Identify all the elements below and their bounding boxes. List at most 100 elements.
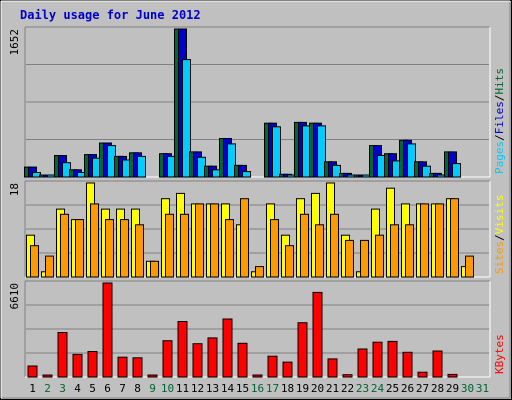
x-tick-label-day-7: 7 xyxy=(119,382,126,395)
hits-ymax-label: 1652 xyxy=(8,29,21,56)
legend-entry: Hits xyxy=(493,68,506,95)
kbytes-bar-kbytes-day-5 xyxy=(87,351,98,378)
x-tick-label-day-24: 24 xyxy=(371,382,385,395)
visits-bar-sites-day-5 xyxy=(90,203,99,278)
kbytes-bar-kbytes-day-3 xyxy=(57,332,68,378)
x-tick-label-day-30: 30 xyxy=(461,382,474,395)
legend-entry: Visits xyxy=(493,195,506,235)
legend-entry: Pages xyxy=(493,141,506,174)
x-tick-label-day-9: 9 xyxy=(149,382,156,395)
x-tick-label-day-5: 5 xyxy=(89,382,96,395)
kbytes-bar-kbytes-day-10 xyxy=(162,340,173,378)
visits-ymax-label: 18 xyxy=(8,183,21,196)
x-tick-label-day-12: 12 xyxy=(191,382,204,395)
hits-bar-pages-day-17 xyxy=(272,126,281,178)
legend-entry: KBytes xyxy=(493,334,506,374)
visits-bar-sites-day-17 xyxy=(270,219,279,278)
kbytes-bar-kbytes-day-8 xyxy=(132,357,143,378)
visits-bar-sites-day-15 xyxy=(240,198,249,278)
kbytes-bar-kbytes-day-20 xyxy=(312,291,323,378)
visits-bar-sites-day-27 xyxy=(420,203,429,278)
visits-bar-sites-day-2 xyxy=(45,255,54,278)
visits-bar-sites-day-22 xyxy=(345,239,354,278)
visits-panel: 18 Sites/Visits xyxy=(8,180,506,278)
x-tick-label-day-25: 25 xyxy=(386,382,399,395)
visits-bar-sites-day-9 xyxy=(150,260,159,278)
kbytes-bar-kbytes-day-17 xyxy=(267,355,278,378)
legend-entry: Files xyxy=(493,101,506,134)
x-tick-label-day-28: 28 xyxy=(431,382,444,395)
kbytes-bar-kbytes-day-4 xyxy=(72,353,83,378)
kbytes-bar-kbytes-day-23 xyxy=(357,348,368,378)
x-tick-label-day-20: 20 xyxy=(311,382,324,395)
chart-title: Daily usage for June 2012 xyxy=(20,8,201,22)
kbytes-bar-kbytes-day-13 xyxy=(207,337,218,378)
visits-bar-sites-day-20 xyxy=(315,224,324,278)
legend-entry: / xyxy=(493,95,506,102)
x-tick-label-day-4: 4 xyxy=(74,382,81,395)
visits-legend: Sites/Visits xyxy=(493,195,506,275)
kbytes-bar-kbytes-day-15 xyxy=(237,342,248,378)
x-tick-label-day-11: 11 xyxy=(176,382,189,395)
x-axis-labels: 1 2 3 4 5 6 7 8 9 10 11 12 13 14 15 16 17 18 19 20 21 22 23 24 2… xyxy=(29,382,489,395)
x-tick-label-day-27: 27 xyxy=(416,382,429,395)
legend-entry: Sites xyxy=(493,241,506,274)
x-tick-label-day-14: 14 xyxy=(221,382,235,395)
x-tick-label-day-23: 23 xyxy=(356,382,369,395)
kbytes-bar-kbytes-day-27 xyxy=(417,371,428,378)
kbytes-bar-kbytes-day-29 xyxy=(447,373,458,378)
hits-bar-pages-day-15 xyxy=(242,171,251,178)
kbytes-bar-kbytes-day-1 xyxy=(27,365,38,378)
kbytes-bar-kbytes-day-25 xyxy=(387,340,398,378)
visits-bar-sites-day-11 xyxy=(180,213,189,278)
x-tick-label-day-22: 22 xyxy=(341,382,354,395)
visits-bar-sites-day-4 xyxy=(75,219,84,278)
x-tick-label-day-6: 6 xyxy=(104,382,111,395)
kbytes-bar-kbytes-day-18 xyxy=(282,361,293,378)
x-tick-label-day-1: 1 xyxy=(29,382,36,395)
hits-bar-pages-day-27 xyxy=(422,165,431,178)
hits-bar-pages-day-29 xyxy=(452,163,461,178)
visits-bar-sites-day-19 xyxy=(300,213,309,278)
visits-bar-sites-day-7 xyxy=(120,219,129,278)
hits-bar-pages-day-8 xyxy=(137,155,146,178)
x-tick-label-day-29: 29 xyxy=(446,382,459,395)
visits-bar-sites-day-13 xyxy=(210,203,219,278)
x-tick-label-day-16: 16 xyxy=(251,382,264,395)
hits-bar-pages-day-26 xyxy=(407,143,416,178)
legend-entry: / xyxy=(493,234,506,241)
kbytes-ymax-label: 6610 xyxy=(8,283,21,310)
kbytes-bar-kbytes-day-21 xyxy=(327,358,338,378)
kbytes-bar-kbytes-day-6 xyxy=(102,282,113,378)
visits-bar-sites-day-24 xyxy=(375,234,384,278)
visits-bar-sites-day-8 xyxy=(135,224,144,278)
chart-panels: 1652Pages/Files/Hits18Sites/Visits6610KB… xyxy=(8,26,506,378)
visits-bar-sites-day-16 xyxy=(255,266,264,278)
kbytes-bar-kbytes-day-26 xyxy=(402,351,413,378)
kbytes-bar-kbytes-day-11 xyxy=(177,321,188,378)
kbytes-bar-kbytes-day-19 xyxy=(297,322,308,378)
hits-bar-pages-day-14 xyxy=(227,143,236,178)
visits-bar-sites-day-6 xyxy=(105,219,114,278)
visits-bar-sites-day-29 xyxy=(450,198,459,278)
kbytes-panel: 6610 KBytes xyxy=(8,280,506,378)
x-tick-label-day-2: 2 xyxy=(44,382,51,395)
kbytes-bar-kbytes-day-9 xyxy=(147,374,158,378)
kbytes-bar-kbytes-day-24 xyxy=(372,341,383,378)
hits-bar-pages-day-11 xyxy=(182,59,191,178)
visits-bar-sites-day-12 xyxy=(195,203,204,278)
visits-bar-sites-day-3 xyxy=(60,213,69,278)
visits-bar-sites-day-1 xyxy=(30,245,39,278)
visits-bar-sites-day-26 xyxy=(405,224,414,278)
x-tick-label-day-26: 26 xyxy=(401,382,414,395)
kbytes-bar-kbytes-day-7 xyxy=(117,356,128,378)
hits-bar-pages-day-21 xyxy=(332,164,341,178)
kbytes-bar-kbytes-day-28 xyxy=(432,350,443,378)
x-tick-label-day-19: 19 xyxy=(296,382,309,395)
x-tick-label-day-8: 8 xyxy=(134,382,141,395)
x-tick-label-day-3: 3 xyxy=(59,382,66,395)
x-tick-label-day-21: 21 xyxy=(326,382,339,395)
legend-entry: / xyxy=(493,134,506,141)
kbytes-bar-kbytes-day-22 xyxy=(342,374,353,378)
